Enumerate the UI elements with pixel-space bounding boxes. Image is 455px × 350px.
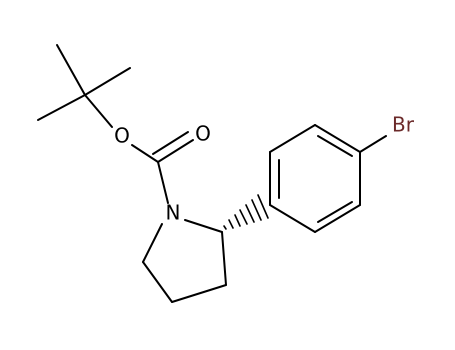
bond — [314, 204, 361, 233]
bond — [131, 144, 159, 163]
atom-label: O — [195, 122, 211, 146]
wedge-hash — [245, 204, 255, 223]
bond — [317, 135, 353, 157]
bond — [152, 131, 189, 155]
wedge-hash — [223, 225, 227, 230]
wedge-hash — [228, 219, 234, 229]
wedge-hash — [251, 199, 262, 221]
bond — [269, 124, 316, 153]
wedge-hash — [234, 214, 241, 227]
bond — [221, 231, 227, 286]
bond — [359, 135, 387, 153]
bonds — [37, 44, 387, 303]
bond — [142, 261, 173, 303]
atom-label: N — [166, 201, 181, 225]
atom-label: O — [114, 124, 130, 148]
wedge-hash — [257, 194, 269, 219]
hashed-wedge — [223, 194, 269, 230]
bond — [314, 124, 361, 153]
bond — [184, 219, 223, 233]
bond — [157, 161, 169, 204]
bond — [157, 139, 194, 163]
bond — [171, 284, 227, 303]
wedge-hash — [239, 209, 248, 225]
bond — [84, 67, 131, 96]
bond — [269, 204, 316, 233]
bond — [56, 44, 86, 96]
bond — [317, 201, 353, 223]
bond — [84, 94, 113, 128]
bond — [142, 223, 163, 263]
bond — [37, 94, 86, 121]
atom-label: Br — [392, 113, 415, 137]
